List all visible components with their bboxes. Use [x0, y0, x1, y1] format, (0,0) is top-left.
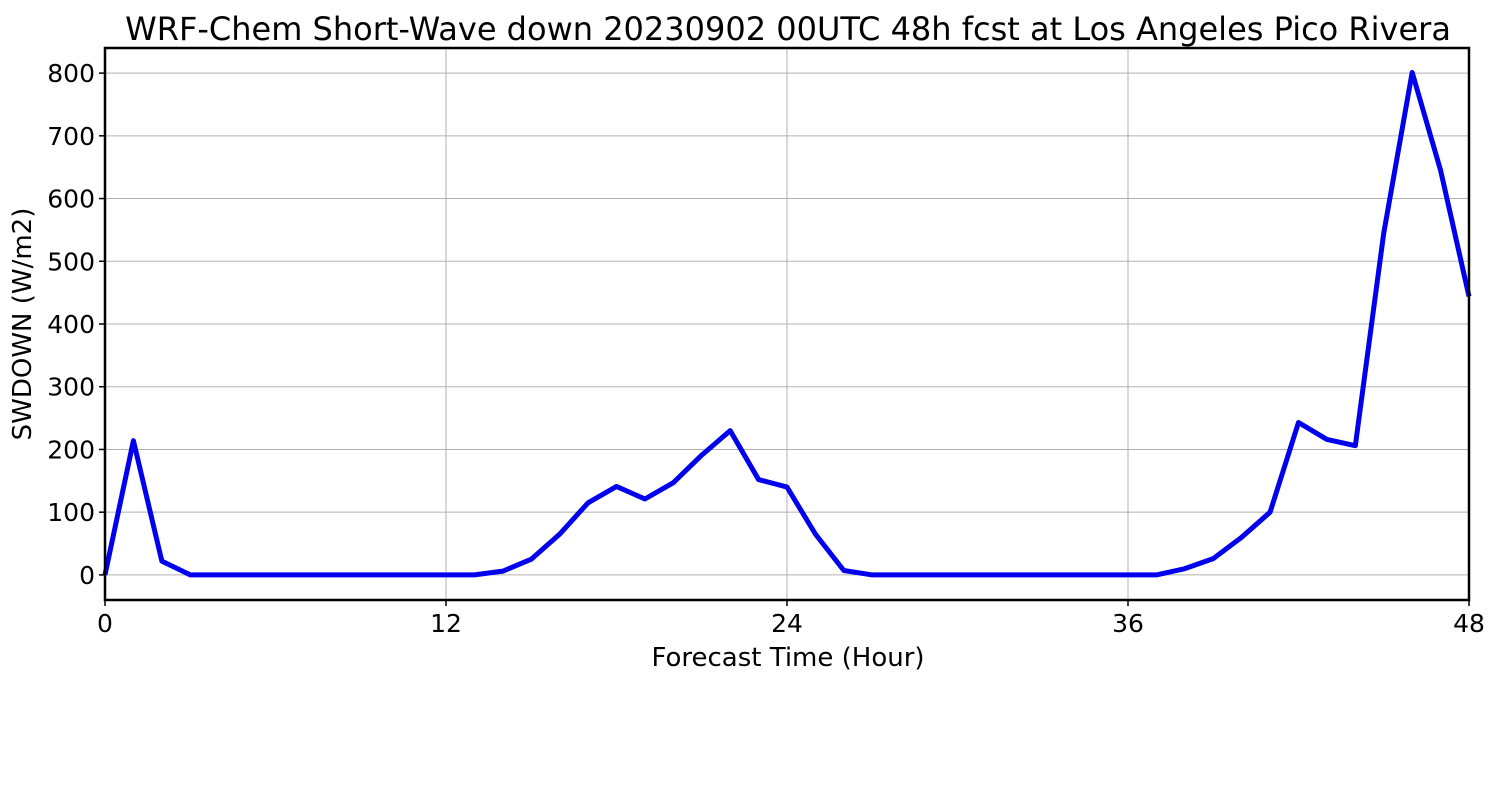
y-tick-label: 400 — [47, 310, 95, 339]
y-tick-label: 600 — [47, 185, 95, 214]
x-tick-label: 36 — [1112, 609, 1144, 638]
x-tick-label: 12 — [430, 609, 462, 638]
x-tick-label: 24 — [771, 609, 803, 638]
x-tick-label: 0 — [97, 609, 113, 638]
y-axis-label: SWDOWN (W/m2) — [8, 208, 38, 441]
y-tick-label: 0 — [79, 561, 95, 590]
series-line — [102, 69, 1472, 578]
y-tick-label: 200 — [47, 435, 95, 464]
y-tick-label: 500 — [47, 247, 95, 276]
ticks: 0 12 24 36 48 0 100 200 300 400 500 600 700 800 — [47, 59, 1485, 638]
y-tick-label: 300 — [47, 373, 95, 402]
y-tick-label: 100 — [47, 498, 95, 527]
x-axis-label: Forecast Time (Hour) — [651, 643, 924, 673]
y-tick-label: 800 — [47, 59, 95, 88]
y-tick-label: 700 — [47, 122, 95, 151]
x-tick-label: 48 — [1453, 609, 1485, 638]
series-layer — [102, 69, 1472, 578]
chart-title: WRF-Chem Short-Wave down 20230902 00UTC … — [125, 10, 1451, 48]
